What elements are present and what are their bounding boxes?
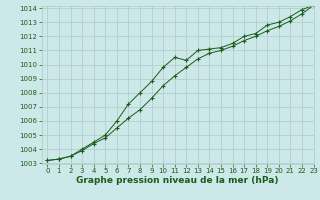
X-axis label: Graphe pression niveau de la mer (hPa): Graphe pression niveau de la mer (hPa) bbox=[76, 176, 279, 185]
